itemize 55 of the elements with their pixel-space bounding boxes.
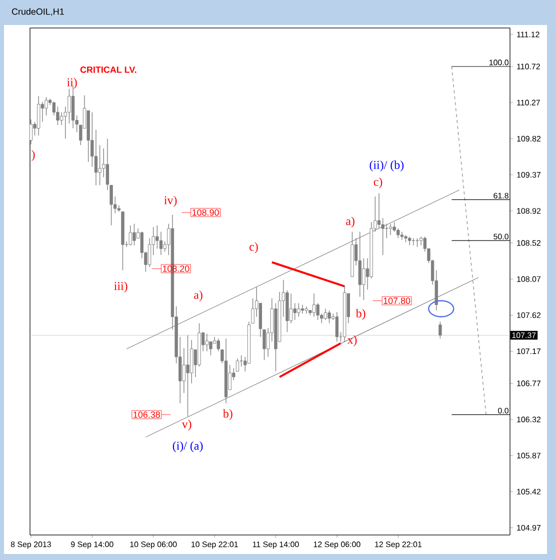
annotation: 107.80 — [384, 298, 410, 304]
candlestick — [159, 231, 163, 256]
candlestick — [293, 302, 296, 320]
candlestick — [362, 258, 366, 300]
candlestick — [289, 293, 293, 324]
candlestick — [262, 329, 266, 360]
annotation: (i)/ (a) — [172, 441, 203, 452]
annotation: iv) — [164, 196, 177, 207]
candlestick — [148, 238, 152, 268]
annotation: c) — [374, 177, 382, 188]
candlestick — [29, 119, 33, 145]
annotation: c) — [250, 242, 258, 254]
annotation: ) — [32, 150, 35, 161]
candlestick — [328, 310, 331, 324]
annotation: 108.90 — [192, 209, 219, 216]
annotation: v) — [182, 420, 192, 431]
annotation: iii) — [114, 282, 128, 293]
candlestick — [297, 302, 300, 318]
annotation: 108.20 — [162, 265, 190, 272]
chart-title: CrudeOIL,H1 — [12, 8, 64, 16]
candlestick — [209, 341, 212, 356]
candlestick — [236, 358, 240, 372]
annotation: b) — [222, 409, 232, 420]
candlestick — [385, 223, 388, 239]
candlestick — [132, 223, 136, 246]
annotation: ii) — [67, 78, 77, 89]
candlestick — [377, 192, 381, 229]
annotation: b) — [356, 308, 366, 320]
candlestick — [400, 231, 404, 240]
candlestick — [438, 321, 442, 339]
annotation: x) — [347, 335, 357, 346]
annotation: a) — [194, 290, 202, 302]
candlestick — [216, 338, 220, 352]
candlestick — [392, 222, 396, 232]
candlestick — [300, 304, 304, 314]
candlestick — [312, 293, 316, 318]
candlestick — [324, 308, 328, 320]
candlestick — [205, 333, 208, 352]
candlestick — [98, 144, 102, 186]
candlestick — [396, 228, 400, 239]
annotation: CRITICAL LV. — [80, 66, 136, 73]
candlestick — [186, 334, 190, 417]
candlestick — [94, 130, 98, 186]
annotation: a) — [346, 216, 354, 228]
annotation: 106.38 — [134, 411, 160, 418]
candlestick — [56, 106, 60, 126]
candlestick — [60, 112, 64, 126]
candlestick — [182, 348, 186, 394]
annotation: (ii)/ (b) — [370, 160, 404, 172]
candlestick — [388, 223, 392, 236]
candlestick — [419, 236, 423, 246]
candlestick — [68, 88, 71, 124]
candlestick — [128, 224, 132, 246]
candlestick — [251, 298, 254, 324]
candlestick — [335, 312, 339, 342]
